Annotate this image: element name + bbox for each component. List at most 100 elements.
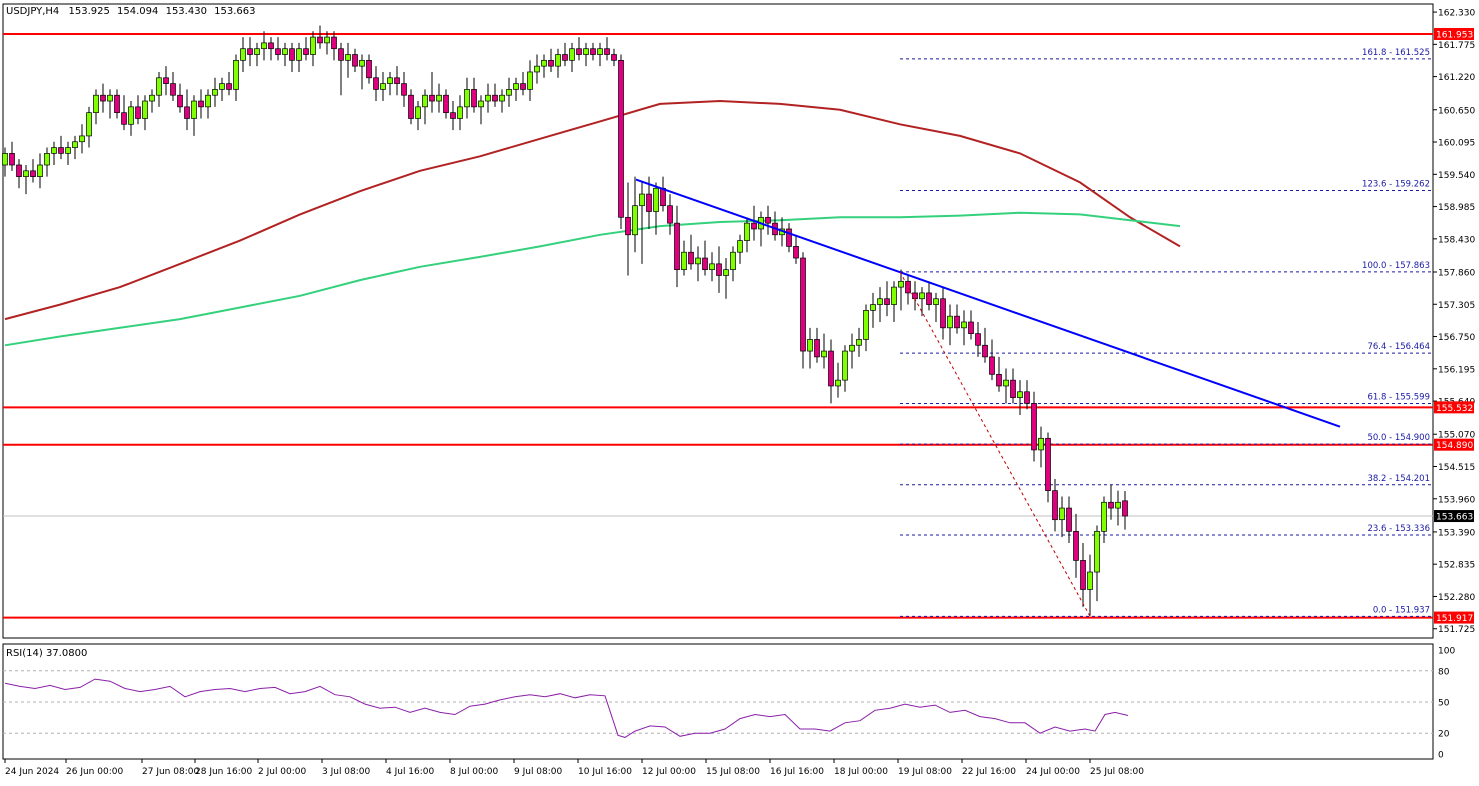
time-tick-label: 15 Jul 08:00	[706, 767, 760, 777]
bullish-candle	[72, 141, 78, 148]
rsi-tick-label: 50	[1438, 699, 1450, 709]
bullish-candle	[1003, 379, 1009, 387]
bullish-candle	[506, 89, 512, 96]
level-price-tag	[1434, 401, 1474, 414]
rsi-line	[4, 678, 1129, 738]
horizontal-levels	[3, 32, 1433, 619]
bullish-candle	[485, 94, 491, 102]
bullish-candle	[555, 54, 561, 67]
bearish-candle	[828, 350, 834, 387]
bearish-candle	[765, 216, 771, 224]
bullish-candle	[107, 94, 113, 102]
bullish-candle	[359, 59, 365, 67]
price-tick-label: 158.430	[1438, 235, 1475, 245]
bearish-candle	[443, 94, 449, 114]
bearish-candle	[940, 298, 946, 329]
bullish-candle	[653, 187, 659, 212]
bullish-candle	[947, 315, 953, 329]
bearish-candle	[926, 292, 932, 305]
bullish-candle	[212, 89, 218, 96]
bullish-candle	[870, 304, 876, 311]
moving-averages	[4, 99, 1181, 347]
bullish-candle	[387, 77, 393, 84]
bullish-candle	[219, 83, 225, 90]
price-tick-label: 161.220	[1438, 73, 1475, 83]
bearish-candle	[114, 94, 120, 114]
level-price-label: 154.890	[1436, 441, 1473, 451]
open-value: 153.925	[68, 6, 109, 17]
bearish-candle	[198, 100, 204, 108]
fib-level-label: 123.6 - 159.262	[1362, 179, 1430, 189]
bearish-candle	[1010, 379, 1016, 398]
bearish-candle	[100, 94, 106, 102]
bullish-candle	[933, 298, 939, 305]
bearish-candle	[1066, 507, 1072, 532]
price-tick-label: 155.070	[1438, 431, 1475, 441]
bullish-candle	[478, 100, 484, 108]
bearish-candle	[611, 54, 617, 61]
bearish-candle	[317, 36, 323, 44]
bearish-candle	[982, 344, 988, 358]
symbol-label: USDJPY,H4	[6, 6, 59, 17]
price-tick-label: 152.835	[1438, 561, 1475, 571]
bearish-candle	[968, 321, 974, 334]
bullish-candle	[695, 257, 701, 265]
bullish-candle	[919, 292, 925, 300]
trendlines	[635, 178, 1341, 617]
bullish-candle	[898, 280, 904, 288]
time-tick-label: 24 Jul 00:00	[1026, 767, 1080, 777]
slow-moving-average-line	[4, 99, 1181, 321]
bullish-candle	[569, 48, 575, 61]
bearish-candle	[268, 42, 274, 50]
bullish-candle	[205, 94, 211, 108]
bullish-candle	[282, 48, 288, 55]
bullish-candle	[1087, 571, 1093, 590]
rsi-tick-label: 20	[1438, 730, 1450, 740]
fib-level-label: 50.0 - 154.900	[1367, 433, 1430, 443]
bullish-candle	[583, 48, 589, 55]
bearish-candle	[548, 59, 554, 67]
bullish-candle	[415, 106, 421, 119]
bearish-candle	[884, 298, 890, 305]
bullish-candle	[863, 310, 869, 340]
bearish-candle	[289, 48, 295, 61]
price-tick-label: 161.775	[1438, 41, 1475, 51]
bullish-candle	[1115, 501, 1121, 509]
fib-level-label: 76.4 - 156.464	[1367, 342, 1430, 352]
bearish-candle	[184, 106, 190, 119]
price-tick-label: 160.650	[1438, 106, 1475, 116]
bearish-candle	[674, 222, 680, 271]
rsi-tick-label: 0	[1438, 751, 1444, 761]
rsi-label: RSI(14) 37.0800	[6, 648, 87, 659]
bearish-candle	[275, 48, 281, 55]
price-axis: 162.330 161.775 161.220 160.650 160.095 159.5…	[1433, 9, 1475, 635]
bullish-candle	[457, 106, 463, 119]
bearish-candle	[338, 48, 344, 61]
bearish-candle	[331, 36, 337, 50]
fib-level-label: 100.0 - 157.863	[1362, 261, 1430, 271]
bullish-candle	[79, 135, 85, 143]
bullish-candle	[597, 48, 603, 55]
bearish-candle	[905, 280, 911, 294]
bullish-candle	[1101, 501, 1107, 532]
bullish-candle	[1094, 530, 1100, 573]
bullish-candle	[877, 298, 883, 305]
bullish-candle	[835, 379, 841, 387]
price-tick-label: 158.985	[1438, 203, 1475, 213]
bearish-candle	[646, 193, 652, 212]
bearish-candle	[590, 48, 596, 55]
bullish-candle	[961, 321, 967, 329]
close-value: 153.663	[214, 6, 255, 17]
time-tick-label: 24 Jun 2024	[5, 767, 59, 777]
price-tick-label: 153.960	[1438, 495, 1475, 505]
bearish-candle	[562, 54, 568, 61]
bearish-candle	[1024, 391, 1030, 404]
candles	[2, 25, 1128, 616]
bullish-candle	[464, 89, 470, 108]
price-tick-label: 160.095	[1438, 139, 1475, 149]
time-tick-label: 10 Jul 16:00	[578, 767, 632, 777]
price-tick-label: 157.305	[1438, 301, 1475, 311]
